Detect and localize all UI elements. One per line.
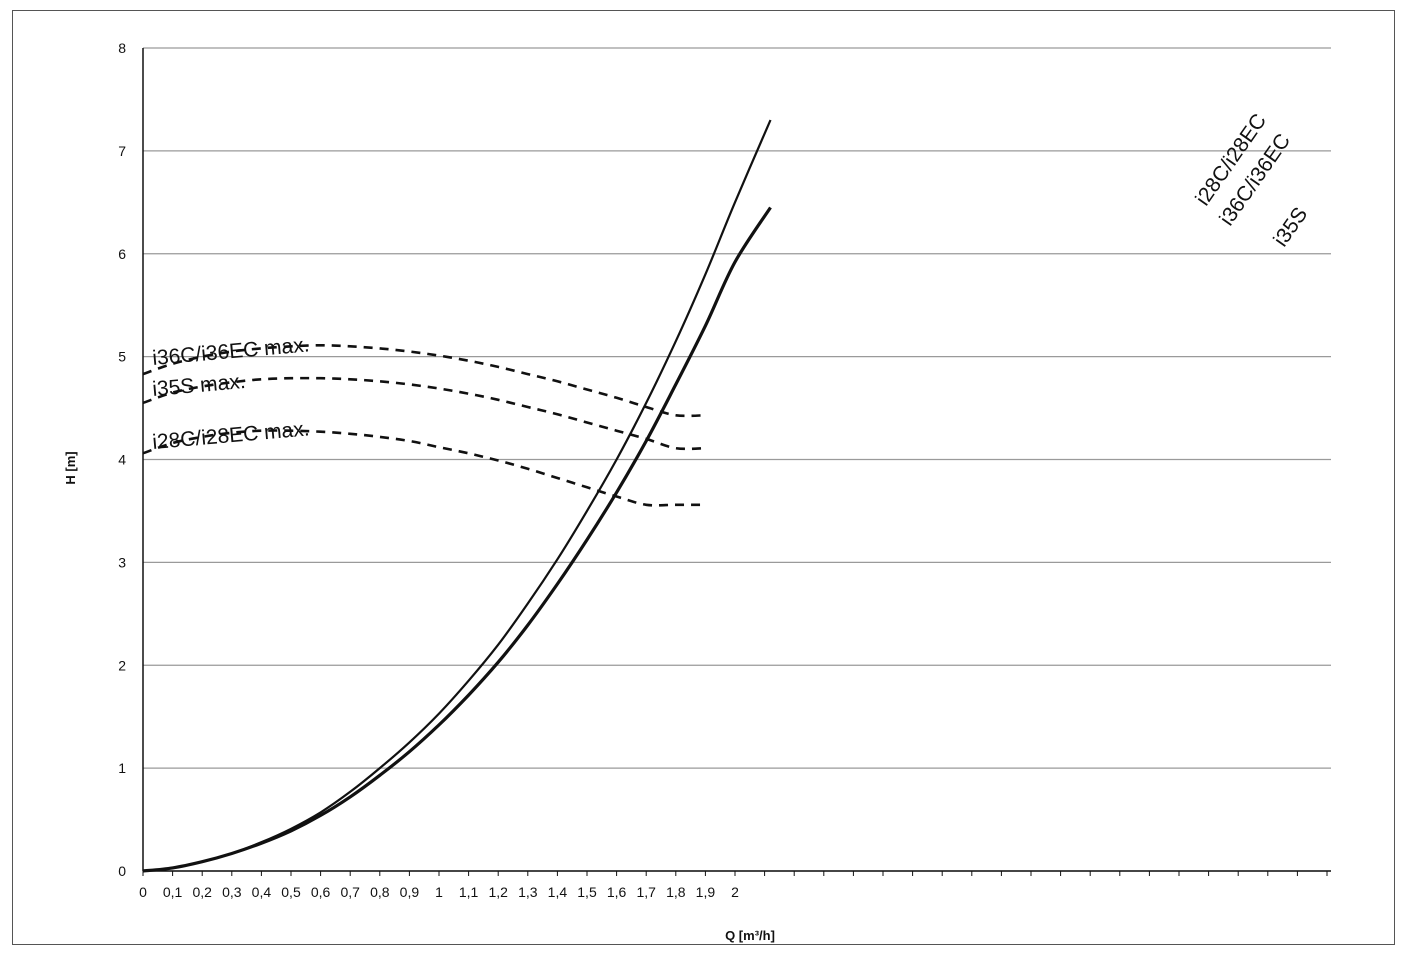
x-tick-label: 0,5 xyxy=(281,884,301,900)
x-tick-label: 2 xyxy=(731,884,739,900)
label-i28c-i28ec-max: i28C/i28EC max. xyxy=(151,417,310,454)
x-tick-label: 1,5 xyxy=(577,884,597,900)
x-tick-label: 0,6 xyxy=(311,884,331,900)
x-tick-label: 0 xyxy=(139,884,147,900)
x-tick-label: 1,4 xyxy=(548,884,568,900)
label-i35s: i35S xyxy=(1269,203,1312,251)
y-tick-label: 4 xyxy=(118,452,126,468)
x-tick-label: 0,4 xyxy=(252,884,272,900)
y-axis-title: H [m] xyxy=(63,451,78,484)
x-tick-label: 1,2 xyxy=(488,884,508,900)
y-tick-label: 3 xyxy=(118,554,126,570)
x-tick-label: 0,9 xyxy=(400,884,420,900)
label-i35s-max: i35S max. xyxy=(151,370,246,401)
series-line-5 xyxy=(142,429,706,507)
x-tick-label: 1,1 xyxy=(459,884,479,900)
x-tick-label: 1,3 xyxy=(518,884,538,900)
y-tick-label: 1 xyxy=(118,760,126,776)
grid-lines xyxy=(143,47,1331,872)
x-tick-label: 0,3 xyxy=(222,884,242,900)
series-lines xyxy=(142,119,772,873)
x-axis-title: Q [m³/h] xyxy=(725,928,775,943)
x-tick-label: 1,6 xyxy=(607,884,627,900)
x-tick-label: 0,1 xyxy=(163,884,183,900)
x-tick-label: 1,7 xyxy=(636,884,656,900)
series-line-1 xyxy=(142,119,772,873)
y-tick-label: 0 xyxy=(118,863,126,879)
x-tick-label: 0,2 xyxy=(192,884,212,900)
y-tick-label: 7 xyxy=(118,143,126,159)
label-i36c-i36ec-max: i36C/i36EC max. xyxy=(151,333,310,370)
curve-labels: i28C/i28EC i36C/i36EC i35S i36C/i36EC ma… xyxy=(151,110,1312,454)
x-tick-label: 1,9 xyxy=(696,884,716,900)
y-tick-label: 5 xyxy=(118,349,126,365)
x-tick-label: 0,7 xyxy=(340,884,360,900)
y-tick-label: 2 xyxy=(118,657,126,673)
chart-frame xyxy=(12,10,1395,945)
axes: 0 1 2 3 4 5 6 7 8 0 0,1 0,2 0,3 0,4 0,5 0,6 0,7 0,8 0,9 1 1,… xyxy=(118,40,1331,900)
y-tick-label: 6 xyxy=(118,246,126,262)
x-tick-label: 1 xyxy=(435,884,443,900)
x-tick-label: 0,8 xyxy=(370,884,390,900)
x-tick-label: 1,8 xyxy=(666,884,686,900)
series-line-2 xyxy=(142,206,772,873)
y-tick-label: 8 xyxy=(118,40,126,56)
